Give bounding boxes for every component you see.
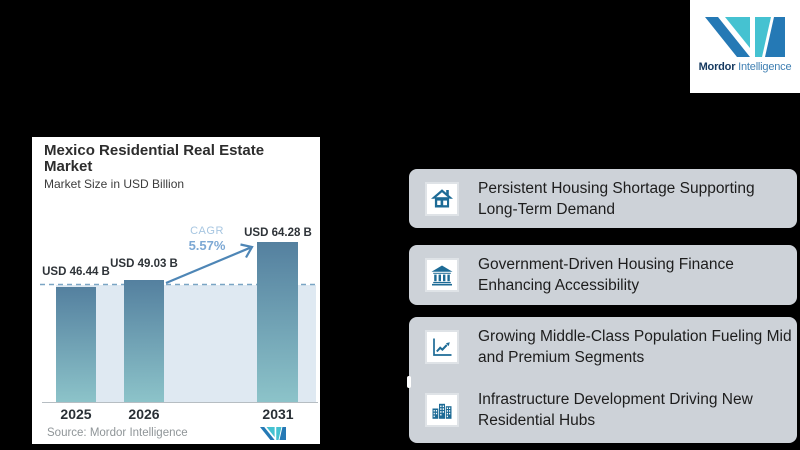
- chart-title: Mexico Residential Real Estate Market: [44, 142, 265, 175]
- x-tick-2025: 2025: [60, 406, 92, 422]
- icon-tile: [425, 330, 459, 364]
- bank-icon: [431, 265, 453, 286]
- highlight-text: Persistent Housing Shortage Supporting L…: [478, 179, 755, 218]
- x-axis-line: [42, 402, 318, 403]
- cagr-annotation: CAGR 5.57%: [147, 225, 267, 253]
- line-chart-icon: [433, 338, 452, 356]
- brand-name: Mordor Intelligence: [690, 61, 800, 73]
- house-icon: [431, 188, 453, 207]
- icon-tile: [425, 258, 459, 292]
- brand-logo-card: Mordor Intelligence: [690, 0, 800, 93]
- mordor-logo-icon: [705, 17, 785, 57]
- highlight-infrastructure: Infrastructure Development Driving New R…: [409, 377, 797, 443]
- brand-name-bold: Mordor: [698, 61, 736, 73]
- highlight-housing-finance: Government-Driven Housing Finance Enhanc…: [409, 245, 797, 305]
- cagr-value: 5.57%: [188, 238, 226, 253]
- source-attribution: Source: Mordor Intelligence: [47, 427, 188, 439]
- divider-notch: [407, 376, 411, 388]
- highlight-text: Government-Driven Housing Finance Enhanc…: [478, 256, 734, 294]
- icon-tile: [425, 393, 459, 427]
- bar-2026: [124, 280, 164, 402]
- highlight-text: Growing Middle-Class Population Fueling …: [478, 328, 792, 366]
- cagr-label: CAGR: [190, 225, 224, 237]
- market-size-chart-card: Mexico Residential Real Estate Market Ma…: [32, 137, 320, 444]
- bar-2025: [56, 287, 96, 402]
- icon-tile: [425, 181, 459, 216]
- highlight-housing-shortage: Persistent Housing Shortage Supporting L…: [409, 169, 797, 228]
- bar-value-2031: USD 64.28 B: [244, 227, 312, 239]
- bar-value-2026: USD 49.03 B: [110, 258, 178, 270]
- bar-2031: [257, 242, 298, 402]
- highlight-text: Infrastructure Development Driving New R…: [478, 391, 753, 429]
- buildings-icon: [432, 403, 452, 419]
- chart-subtitle: Market Size in USD Billion: [44, 177, 185, 191]
- highlight-middle-class: Growing Middle-Class Population Fueling …: [409, 317, 797, 377]
- x-tick-2026: 2026: [128, 406, 160, 422]
- bar-value-2025: USD 46.44 B: [42, 266, 110, 278]
- brand-name-light: Intelligence: [738, 61, 792, 73]
- mordor-mark-icon: [260, 427, 286, 440]
- x-tick-2031: 2031: [262, 406, 294, 422]
